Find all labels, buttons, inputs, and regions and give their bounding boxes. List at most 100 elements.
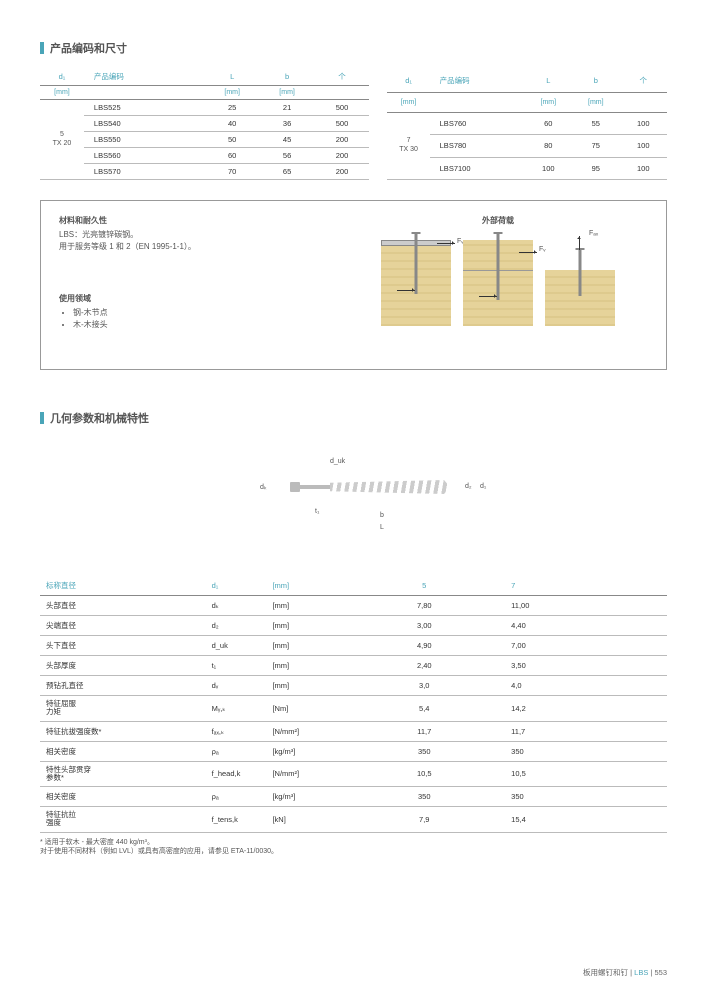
page-footer: 板用螺钉和钉 | LBS | 553 xyxy=(583,967,667,978)
spec-unit: [N/mm²] xyxy=(262,761,343,787)
table-row: LBS5707065200 xyxy=(40,164,369,180)
spec-name: 头部直径 xyxy=(40,596,182,616)
spec-row: 相关密度ρₐ[kg/m³]350350 xyxy=(40,741,667,761)
material-heading: 材料和耐久性 xyxy=(59,215,348,227)
dim-t1: t₁ xyxy=(315,508,319,515)
external-load-heading: 外部荷载 xyxy=(348,215,648,226)
spec-unit: [kg/m³] xyxy=(262,741,343,761)
info-box: 材料和耐久性 LBS：光亮镀锌碳钢。 用于服务等级 1 和 2（EN 1995-… xyxy=(40,200,667,370)
spec-unit: [mm] xyxy=(262,596,343,616)
spec-th-unit: [mm] xyxy=(262,576,343,596)
dim-b: b xyxy=(380,512,384,519)
note-2: 对于使用不同材料（例如 LVL）或具有高密度的应用，请参见 ETA-11/003… xyxy=(40,847,667,857)
section-title-codes: 产品编码和尺寸 xyxy=(40,40,667,56)
spec-sym: dₖ xyxy=(182,596,263,616)
table-row: 5 TX 20 LBS525 25 21 500 xyxy=(40,100,369,116)
spec-v5: 350 xyxy=(343,787,505,807)
spec-sym: ρₐ xyxy=(182,787,263,807)
footer-page: | 553 xyxy=(648,968,667,977)
spec-v7: 15,4 xyxy=(505,807,667,833)
spec-notes: * 适用于软木 - 最大密度 440 kg/m³。 对于使用不同材料（例如 LV… xyxy=(40,838,667,858)
spec-name: 特征屈服力矩 xyxy=(40,696,182,722)
usage-item: 木-木接头 xyxy=(73,319,348,331)
th-code: 产品编码 xyxy=(84,68,205,86)
spec-sym: f_tens,k xyxy=(182,807,263,833)
th-b: b xyxy=(572,68,619,93)
spec-sym: d_uk xyxy=(182,636,263,656)
spec-sym: ρₐ xyxy=(182,741,263,761)
spec-v5: 350 xyxy=(343,741,505,761)
spec-v7: 3,50 xyxy=(505,656,667,676)
table-row: 7 TX 30 LBS7606055100 xyxy=(387,112,667,134)
spec-unit: [mm] xyxy=(262,656,343,676)
th-d1: d₁ xyxy=(387,68,429,93)
section-title-text: 几何参数和机械特性 xyxy=(50,410,149,426)
section-title-geometry: 几何参数和机械特性 xyxy=(40,410,667,426)
spec-row: 尖端直径d₂[mm]3,004,40 xyxy=(40,616,667,636)
spec-row: 相关密度ρₐ[kg/m³]350350 xyxy=(40,787,667,807)
spec-sym: d₂ xyxy=(182,616,263,636)
spec-unit: [kN] xyxy=(262,807,343,833)
spec-sym: f_head,k xyxy=(182,761,263,787)
th-pkg: 个 xyxy=(315,68,370,86)
spec-unit: [kg/m³] xyxy=(262,787,343,807)
spec-row: 特征抗拔强度数*fₐₓ,ₖ[N/mm²]11,711,7 xyxy=(40,721,667,741)
spec-v7: 4,0 xyxy=(505,676,667,696)
th-code: 产品编码 xyxy=(430,68,525,93)
th-b: b xyxy=(260,68,315,86)
spec-unit: [Nm] xyxy=(262,696,343,722)
info-left: 材料和耐久性 LBS：光亮镀锌碳钢。 用于服务等级 1 和 2（EN 1995-… xyxy=(59,215,348,355)
spec-name: 特征抗拔强度数* xyxy=(40,721,182,741)
code-table-2: d₁ 产品编码 L b 个 [mm] [mm][mm] 7 TX 30 LBS7… xyxy=(387,68,667,180)
spec-table: 标称直径 d₁ [mm] 5 7 头部直径dₖ[mm]7,8011,00尖端直径… xyxy=(40,576,667,833)
unit-mm: [mm] xyxy=(40,86,84,100)
spec-unit: [mm] xyxy=(262,676,343,696)
spec-v5: 5,4 xyxy=(343,696,505,722)
spec-row: 特性头部贯穿参数*f_head,k[N/mm²]10,510,5 xyxy=(40,761,667,787)
spec-v5: 4,90 xyxy=(343,636,505,656)
unit-mm: [mm] xyxy=(205,86,260,100)
diagram-axial: Fₐₓ xyxy=(545,270,615,326)
usage-heading: 使用领域 xyxy=(59,293,348,305)
group-cell: 5 TX 20 xyxy=(40,100,84,180)
spec-v7: 350 xyxy=(505,741,667,761)
group-cell: 7 TX 30 xyxy=(387,112,429,179)
material-line1: LBS：光亮镀锌碳钢。 xyxy=(59,229,348,241)
spec-name: 头部厚度 xyxy=(40,656,182,676)
spec-sym: Mᵧ,ₖ xyxy=(182,696,263,722)
spec-sym: fₐₓ,ₖ xyxy=(182,721,263,741)
diagram-steel-wood: Fᵥ xyxy=(381,240,451,326)
spec-v7: 11,7 xyxy=(505,721,667,741)
spec-v7: 4,40 xyxy=(505,616,667,636)
spec-name: 特性头部贯穿参数* xyxy=(40,761,182,787)
spec-v5: 7,9 xyxy=(343,807,505,833)
table-row: LBS5606056200 xyxy=(40,148,369,164)
spec-row: 特征屈服力矩Mᵧ,ₖ[Nm]5,414,2 xyxy=(40,696,667,722)
dim-d1: d₁ xyxy=(480,483,486,490)
footer-text: 板用螺钉和钉 | xyxy=(583,968,634,977)
table-row: LBS5404036500 xyxy=(40,116,369,132)
th-pkg: 个 xyxy=(620,68,667,93)
spec-name: 特征抗拉强度 xyxy=(40,807,182,833)
spec-name: 尖端直径 xyxy=(40,616,182,636)
code-table-1: d₁ 产品编码 L b 个 [mm] [mm] [mm] 5 TX 20 LBS… xyxy=(40,68,369,180)
spec-v7: 10,5 xyxy=(505,761,667,787)
info-right: 外部荷载 Fᵥ Fᵥ xyxy=(348,215,648,355)
spec-row: 头部厚度t₁[mm]2,403,50 xyxy=(40,656,667,676)
table-row: LBS710010095100 xyxy=(387,157,667,179)
unit-mm: [mm] xyxy=(260,86,315,100)
footer-product: LBS xyxy=(634,968,648,977)
code-tables-row: d₁ 产品编码 L b 个 [mm] [mm] [mm] 5 TX 20 LBS… xyxy=(40,68,667,180)
spec-unit: [N/mm²] xyxy=(262,721,343,741)
dim-duk: d_uk xyxy=(330,458,345,465)
spec-v7: 350 xyxy=(505,787,667,807)
spec-name: 预钻孔直径 xyxy=(40,676,182,696)
fax-label: Fₐₓ xyxy=(589,230,598,237)
spec-unit: [mm] xyxy=(262,616,343,636)
note-1: * 适用于软木 - 最大密度 440 kg/m³。 xyxy=(40,838,667,848)
spec-v5: 11,7 xyxy=(343,721,505,741)
spec-row: 特征抗拉强度f_tens,k[kN]7,915,4 xyxy=(40,807,667,833)
spec-v5: 3,0 xyxy=(343,676,505,696)
th-L: L xyxy=(205,68,260,86)
section-title-text: 产品编码和尺寸 xyxy=(50,40,127,56)
